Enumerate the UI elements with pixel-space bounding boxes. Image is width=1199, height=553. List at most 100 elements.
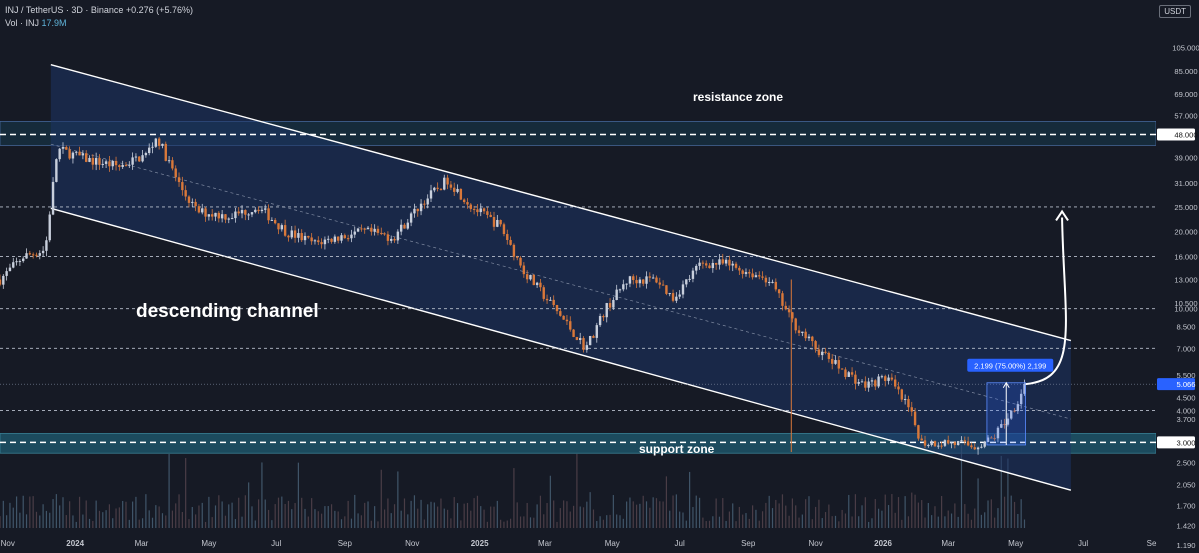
volume-bar [105, 510, 107, 528]
volume-bar [161, 513, 164, 528]
time-tick-label: Jul [1078, 539, 1088, 548]
candle-body [403, 224, 406, 229]
volume-bar [735, 521, 737, 528]
volume-bar [831, 516, 833, 528]
volume-bar [327, 506, 329, 528]
volume-bar [334, 510, 336, 528]
volume-bar [32, 496, 34, 528]
candle-body [22, 258, 25, 262]
volume-bar [543, 514, 545, 528]
volume-bar [665, 476, 668, 528]
candle-body [426, 198, 429, 205]
candle-body [602, 316, 605, 318]
time-tick-label: Nov [1, 539, 15, 548]
candle-body [579, 338, 582, 340]
volume-bar [45, 510, 48, 528]
candle-body [615, 289, 618, 300]
volume-bar [350, 518, 353, 528]
volume-bar [301, 497, 303, 528]
volume-bar [894, 512, 896, 528]
volume-bar [360, 515, 362, 528]
candle-body [446, 177, 449, 185]
volume-bar [500, 519, 502, 528]
candle-body [479, 208, 482, 213]
volume-bar [195, 514, 197, 528]
volume-bar [191, 506, 193, 528]
volume-bar [430, 501, 432, 528]
candle-body [393, 238, 396, 241]
candle-body [668, 293, 671, 295]
candle-body [489, 214, 492, 218]
candle-body [996, 427, 1000, 439]
candle-body [642, 279, 645, 284]
candle-body [41, 250, 45, 254]
volume-bar [433, 502, 435, 528]
volume-bar [798, 517, 800, 528]
time-tick-label: Se [1147, 539, 1157, 548]
volume-bar [964, 504, 966, 528]
volume-bar [390, 513, 392, 528]
volume-header[interactable]: Vol · INJ 17.9M [5, 18, 67, 28]
candle-body [240, 210, 244, 214]
candle-body [210, 214, 214, 217]
price-tick-label: 8.500 [1176, 323, 1195, 332]
price-unit-button[interactable]: USDT [1159, 5, 1191, 18]
volume-bar [470, 510, 472, 528]
volume-bar [1000, 455, 1002, 528]
projection-arrow[interactable] [1025, 217, 1067, 386]
volume-bar [967, 513, 969, 528]
volume-bar [1007, 458, 1009, 528]
candle-body [844, 369, 847, 377]
candle-body [81, 153, 85, 156]
candle-body [532, 274, 535, 286]
volume-bar [841, 509, 843, 528]
candle-body [207, 214, 211, 217]
candle-body [545, 298, 549, 301]
volume-bar [1017, 513, 1019, 528]
volume-bar [901, 519, 903, 528]
volume-bar [801, 514, 803, 528]
volume-bar [357, 513, 359, 528]
volume-bar [559, 508, 561, 528]
candle-body [986, 437, 990, 443]
symbol-header[interactable]: INJ / TetherUS · 3D · Binance +0.276 (+5… [5, 5, 193, 15]
volume-bar [755, 509, 757, 528]
candle-body [516, 256, 519, 258]
symbol-title[interactable]: INJ / TetherUS · 3D · Binance [5, 5, 124, 15]
candle-body [913, 411, 917, 426]
candle-body [38, 253, 41, 256]
candle-body [181, 182, 184, 191]
volume-bar [927, 503, 929, 528]
volume-bar [606, 515, 608, 528]
candle-body [164, 143, 167, 161]
candle-body [469, 204, 472, 209]
candle-body [907, 399, 910, 408]
candle-body [413, 208, 416, 214]
volume-bar [523, 516, 525, 528]
candle-body [754, 275, 758, 278]
candle-body [343, 235, 347, 239]
volume-bar [171, 510, 174, 528]
volume-bar [519, 516, 522, 528]
volume-bar [214, 505, 217, 528]
volume-bar [815, 506, 817, 528]
price-tick-label: 16.000 [1174, 252, 1197, 261]
channel-upper-line[interactable] [50, 64, 1072, 342]
price-tick-label: 20.000 [1174, 228, 1197, 237]
time-tick-label: May [201, 539, 216, 548]
channel-lower-line[interactable] [50, 207, 1072, 491]
candle-body [897, 386, 900, 390]
volume-bar [960, 444, 963, 528]
candle-body [519, 257, 522, 266]
candle-body [592, 335, 595, 338]
candle-body [78, 151, 81, 156]
candle-body [821, 351, 824, 356]
volume-bar [52, 499, 54, 528]
volume-bar [185, 458, 187, 528]
volume-bar [994, 517, 996, 528]
candle-body [147, 147, 151, 154]
candle-body [767, 281, 771, 283]
candle-body [111, 160, 114, 167]
volume-bar [602, 519, 605, 528]
